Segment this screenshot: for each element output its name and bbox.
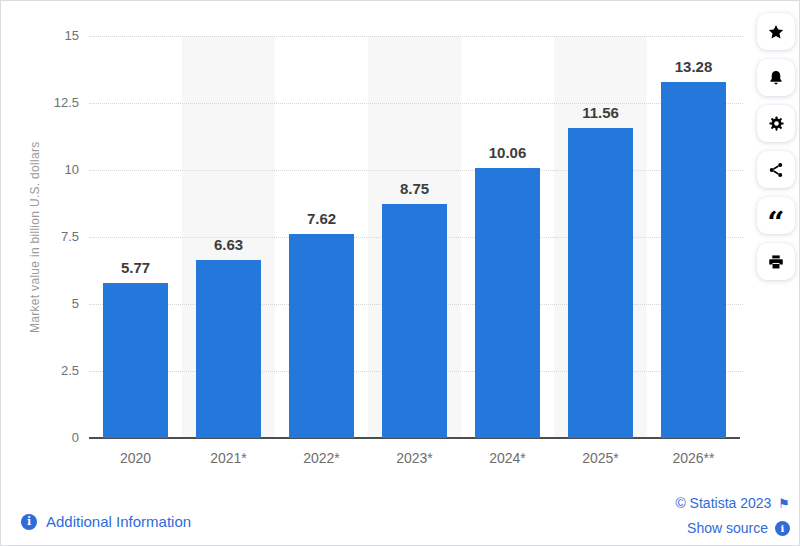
print-icon bbox=[767, 253, 785, 271]
bar[interactable] bbox=[661, 82, 726, 438]
quote-icon: “ bbox=[767, 218, 784, 228]
statista-chart-widget: Market value in billion U.S. dollars 02.… bbox=[0, 0, 800, 546]
share-icon bbox=[767, 161, 785, 179]
x-axis-tick-label: 2023* bbox=[368, 449, 461, 467]
y-axis-tick-label: 10 bbox=[1, 162, 79, 178]
show-source-link[interactable]: Show source i bbox=[675, 516, 790, 541]
y-gridline bbox=[89, 36, 743, 37]
share-button[interactable] bbox=[757, 151, 795, 188]
bar[interactable] bbox=[103, 283, 168, 438]
bar-value-label: 13.28 bbox=[647, 58, 740, 76]
bar-value-label: 8.75 bbox=[368, 180, 461, 198]
bar[interactable] bbox=[475, 168, 540, 438]
y-axis-tick-label: 2.5 bbox=[1, 363, 79, 379]
info-icon: i bbox=[775, 521, 790, 536]
star-icon bbox=[767, 23, 785, 41]
x-axis-tick-label: 2020 bbox=[89, 449, 182, 467]
y-axis-tick-label: 5 bbox=[1, 296, 79, 312]
bar[interactable] bbox=[289, 234, 354, 438]
bell-icon bbox=[767, 69, 785, 87]
bar[interactable] bbox=[196, 260, 261, 438]
gear-icon bbox=[767, 114, 786, 133]
bar-chart: Market value in billion U.S. dollars 02.… bbox=[1, 1, 800, 491]
x-axis-tick-label: 2026** bbox=[647, 449, 740, 467]
y-axis-tick-label: 0 bbox=[1, 430, 79, 446]
y-gridline bbox=[89, 170, 743, 171]
copyright-label: © Statista 2023 bbox=[675, 491, 771, 516]
bar-value-label: 11.56 bbox=[554, 104, 647, 122]
print-button[interactable] bbox=[757, 243, 795, 280]
x-axis-tick-label: 2022* bbox=[275, 449, 368, 467]
y-axis-tick-label: 15 bbox=[1, 28, 79, 44]
x-axis-tick-label: 2021* bbox=[182, 449, 275, 467]
favorite-button[interactable] bbox=[757, 13, 795, 50]
additional-information-label: Additional Information bbox=[46, 513, 191, 530]
chart-toolbar: “ bbox=[757, 13, 795, 280]
bar[interactable] bbox=[382, 204, 447, 439]
info-icon: i bbox=[21, 514, 37, 530]
bar[interactable] bbox=[568, 128, 633, 438]
y-axis-tick-label: 12.5 bbox=[1, 95, 79, 111]
cite-button[interactable]: “ bbox=[757, 197, 795, 234]
flag-icon: ⚑ bbox=[778, 497, 790, 510]
x-axis-tick-label: 2025* bbox=[554, 449, 647, 467]
settings-button[interactable] bbox=[757, 105, 795, 142]
show-source-label: Show source bbox=[687, 516, 768, 541]
y-axis-tick-label: 7.5 bbox=[1, 229, 79, 245]
bar-value-label: 7.62 bbox=[275, 210, 368, 228]
additional-information-link[interactable]: i Additional Information bbox=[21, 513, 191, 530]
x-axis-tick-label: 2024* bbox=[461, 449, 554, 467]
footer-source-block: © Statista 2023 ⚑ Show source i bbox=[675, 491, 790, 541]
statista-copyright-link[interactable]: © Statista 2023 ⚑ bbox=[675, 491, 790, 516]
bar-value-label: 5.77 bbox=[89, 259, 182, 277]
alert-button[interactable] bbox=[757, 59, 795, 96]
bar-value-label: 6.63 bbox=[182, 236, 275, 254]
bar-value-label: 10.06 bbox=[461, 144, 554, 162]
